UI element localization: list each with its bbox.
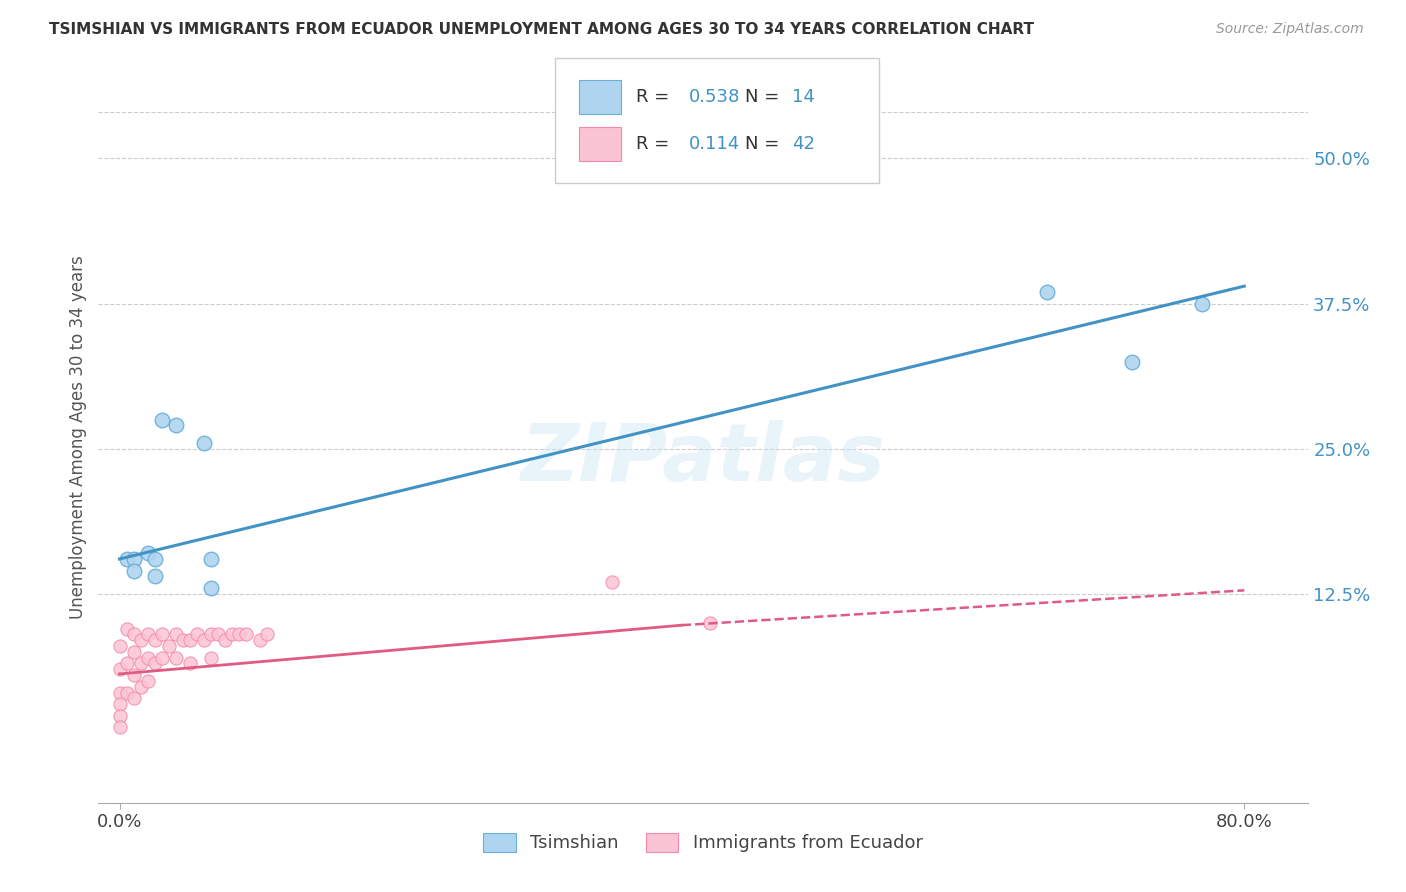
Y-axis label: Unemployment Among Ages 30 to 34 years: Unemployment Among Ages 30 to 34 years [69, 255, 87, 619]
Point [115, 622, 138, 636]
Text: N =: N = [745, 88, 779, 106]
Point [150, 412, 173, 426]
Point [165, 650, 187, 665]
Point [165, 418, 187, 433]
Point [1036, 285, 1059, 299]
Point [143, 552, 166, 566]
Point [1121, 354, 1143, 368]
Point [143, 657, 166, 671]
Point [122, 552, 145, 566]
Point [249, 633, 271, 648]
Point [108, 708, 131, 723]
Point [136, 627, 159, 641]
Text: 14: 14 [792, 88, 814, 106]
Text: R =: R = [636, 135, 669, 153]
Point [136, 546, 159, 560]
Point [122, 645, 145, 659]
Point [214, 633, 236, 648]
Point [122, 691, 145, 706]
Point [108, 639, 131, 653]
Text: TSIMSHIAN VS IMMIGRANTS FROM ECUADOR UNEMPLOYMENT AMONG AGES 30 TO 34 YEARS CORR: TSIMSHIAN VS IMMIGRANTS FROM ECUADOR UNE… [49, 22, 1035, 37]
Point [193, 633, 215, 648]
Point [200, 552, 222, 566]
Point [150, 627, 173, 641]
Point [1191, 296, 1213, 310]
Point [228, 627, 250, 641]
Point [115, 552, 138, 566]
Point [193, 436, 215, 450]
Point [200, 581, 222, 595]
Point [136, 650, 159, 665]
Point [235, 627, 257, 641]
Point [115, 657, 138, 671]
Point [207, 627, 229, 641]
Point [122, 564, 145, 578]
Point [186, 627, 208, 641]
Point [108, 720, 131, 734]
Point [143, 633, 166, 648]
Point [122, 668, 145, 682]
Point [221, 627, 243, 641]
Text: 0.114: 0.114 [689, 135, 740, 153]
Point [108, 697, 131, 711]
Point [108, 662, 131, 676]
Point [136, 673, 159, 688]
Text: 0.538: 0.538 [689, 88, 741, 106]
Point [200, 650, 222, 665]
Legend: Tsimshian, Immigrants from Ecuador: Tsimshian, Immigrants from Ecuador [477, 826, 929, 860]
Text: N =: N = [745, 135, 779, 153]
Point [600, 575, 623, 590]
Point [172, 633, 194, 648]
Point [129, 680, 152, 694]
Point [179, 657, 201, 671]
Text: 42: 42 [792, 135, 814, 153]
Point [150, 650, 173, 665]
Point [129, 657, 152, 671]
Text: ZIPatlas: ZIPatlas [520, 420, 886, 498]
Point [179, 633, 201, 648]
Point [115, 685, 138, 699]
Point [122, 627, 145, 641]
Point [108, 685, 131, 699]
Point [157, 639, 180, 653]
Point [256, 627, 278, 641]
Point [699, 615, 721, 630]
Point [165, 627, 187, 641]
Text: R =: R = [636, 88, 669, 106]
Text: Source: ZipAtlas.com: Source: ZipAtlas.com [1216, 22, 1364, 37]
Point [129, 633, 152, 648]
Point [143, 569, 166, 583]
Point [200, 627, 222, 641]
